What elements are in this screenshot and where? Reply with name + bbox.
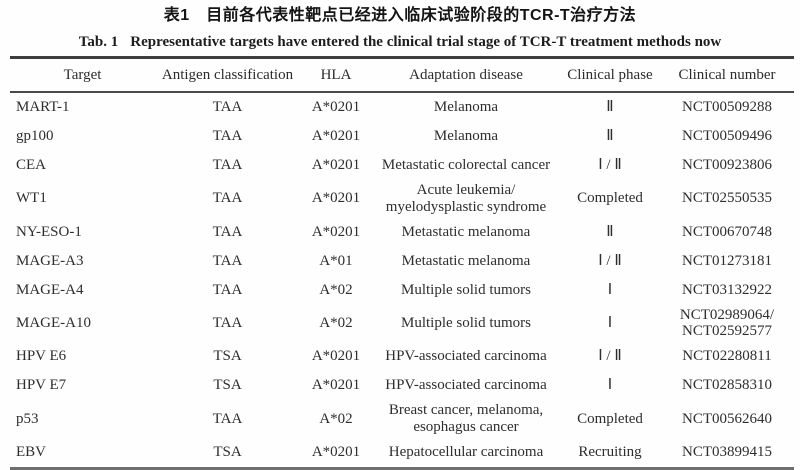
table-body: MART-1 TAA A*0201 Melanoma Ⅱ NCT00509288… [10,92,794,468]
cell-number: NCT02989064/ NCT02592577 [679,306,775,340]
cell-phase: Completed [577,190,643,207]
cell-antigen: TAA [212,128,243,145]
cell-hla: A*0201 [311,157,361,174]
cell-disease: Metastatic melanoma [401,252,531,269]
table-row: MART-1 TAA A*0201 Melanoma Ⅱ NCT00509288 [10,92,794,122]
cell-hla: A*0201 [311,190,361,207]
cell-disease: Melanoma [433,99,499,116]
cell-target: p53 [16,410,39,427]
cell-target: MAGE-A10 [16,314,91,331]
cell-disease: Metastatic melanoma [401,223,531,240]
cell-antigen: TSA [213,443,242,460]
table-row: MAGE-A4 TAA A*02 Multiple solid tumors Ⅰ… [10,276,794,305]
table-row: NY-ESO-1 TAA A*0201 Metastatic melanoma … [10,218,794,247]
col-header-target: Target [10,57,155,93]
cell-disease: HPV-associated carcinoma [385,377,547,394]
cell-disease: Hepatocellular carcinoma [388,443,544,460]
table-row: CEA TAA A*0201 Metastatic colorectal can… [10,151,794,180]
cell-target: MAGE-A3 [16,252,84,269]
cell-phase: Ⅱ [606,99,614,116]
cell-disease: Metastatic colorectal cancer [381,157,551,174]
cell-target: MART-1 [16,99,70,116]
cell-number: NCT00509496 [682,128,772,145]
cell-antigen: TAA [212,410,243,427]
cell-target: NY-ESO-1 [16,223,82,240]
cell-hla: A*0201 [311,443,361,460]
cell-phase: Recruiting [578,443,642,460]
cell-target: EBV [16,443,46,460]
cell-number: NCT03899415 [682,443,772,460]
cell-phase: Completed [577,410,643,427]
cell-antigen: TAA [212,99,243,116]
cell-number: NCT02550535 [682,190,772,207]
cell-phase: Ⅰ / Ⅱ [598,348,622,365]
col-header-phase: Clinical phase [560,57,660,93]
table-caption-en-label: Tab. 1 [78,34,119,50]
table-row: MAGE-A3 TAA A*01 Metastatic melanoma Ⅰ /… [10,247,794,276]
cell-target: HPV E6 [16,348,67,365]
cell-number: NCT00562640 [682,410,772,427]
cell-antigen: TAA [212,281,243,298]
col-header-disease: Adaptation disease [372,57,560,93]
cell-antigen: TAA [212,157,243,174]
cell-number: NCT02858310 [682,377,772,394]
cell-disease: HPV-associated carcinoma [385,348,547,365]
cell-target: CEA [16,157,46,174]
cell-hla: A*01 [319,252,353,269]
table-row: MAGE-A10 TAA A*02 Multiple solid tumors … [10,305,794,343]
cell-hla: A*0201 [311,128,361,145]
cell-antigen: TSA [213,348,242,365]
cell-hla: A*0201 [311,223,361,240]
cell-target: MAGE-A4 [16,281,84,298]
col-header-antigen: Antigen classification [155,57,300,93]
cell-target: gp100 [16,128,54,145]
cell-hla: A*02 [319,314,353,331]
cell-hla: A*02 [319,410,353,427]
cell-disease: Multiple solid tumors [400,314,531,331]
cell-target: HPV E7 [16,377,67,394]
cell-disease: Melanoma [433,128,499,145]
cell-phase: Ⅰ / Ⅱ [598,157,622,174]
cell-number: NCT00509288 [682,99,772,116]
cell-disease: Multiple solid tumors [400,281,531,298]
cell-hla: A*0201 [311,348,361,365]
table-row: HPV E7 TSA A*0201 HPV-associated carcino… [10,371,794,400]
cell-disease: Breast cancer, melanoma, esophagus cance… [388,402,544,435]
table-caption-en: Tab. 1 Representative targets have entere… [0,34,800,51]
cell-phase: Ⅱ [606,223,614,240]
cell-phase: Ⅱ [606,128,614,145]
cell-antigen: TAA [212,190,243,207]
cell-number: NCT01273181 [682,252,772,269]
cell-antigen: TAA [212,252,243,269]
cell-phase: Ⅰ [607,281,613,298]
cell-antigen: TAA [212,223,243,240]
cell-phase: Ⅰ [607,377,613,394]
cell-number: NCT00923806 [682,157,772,174]
cell-phase: Ⅰ / Ⅱ [598,252,622,269]
table-row: WT1 TAA A*0201 Acute leukemia/ myelodysp… [10,180,794,218]
table-row: EBV TSA A*0201 Hepatocellular carcinoma … [10,438,794,469]
cell-number: NCT02280811 [682,348,772,365]
cell-number: NCT00670748 [682,223,772,240]
cell-antigen: TSA [213,377,242,394]
col-header-number: Clinical number [660,57,794,93]
table-caption-en-text: Representative targets have entered the … [130,34,722,50]
col-header-hla: HLA [300,57,372,93]
cell-antigen: TAA [212,314,243,331]
cell-phase: Ⅰ [607,314,613,331]
header-row: Target Antigen classification HLA Adapta… [10,57,794,93]
table-row: gp100 TAA A*0201 Melanoma Ⅱ NCT00509496 [10,122,794,151]
cell-number: NCT03132922 [682,281,772,298]
cell-hla: A*02 [319,281,353,298]
cell-hla: A*0201 [311,377,361,394]
cell-hla: A*0201 [311,99,361,116]
table-row: p53 TAA A*02 Breast cancer, melanoma, es… [10,400,794,438]
cell-target: WT1 [16,190,47,207]
tcr-t-clinical-trials-table: Target Antigen classification HLA Adapta… [10,56,794,470]
cell-disease: Acute leukemia/ myelodysplastic syndrome [385,182,547,215]
table-caption-zh: 表1 目前各代表性靶点已经进入临床试验阶段的TCR-T治疗方法 [163,7,637,24]
table-row: HPV E6 TSA A*0201 HPV-associated carcino… [10,342,794,371]
